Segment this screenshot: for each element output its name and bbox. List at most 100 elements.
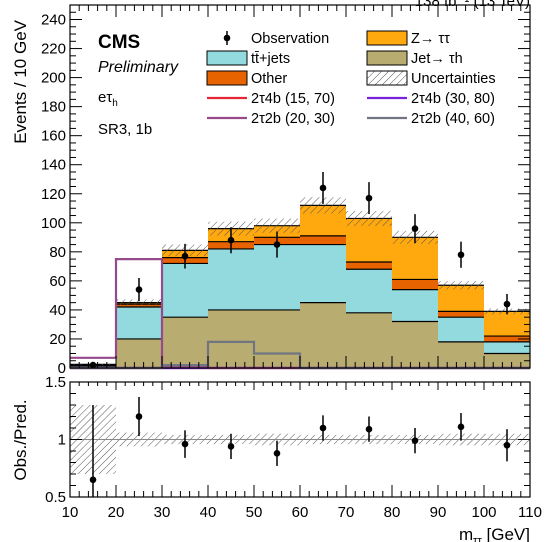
x-tick-label: 20 xyxy=(108,504,125,521)
ratio-point xyxy=(181,440,189,448)
observation-point xyxy=(503,300,511,308)
channel-sub: h xyxy=(112,98,118,109)
y-tick-label: 20 xyxy=(49,331,66,348)
legend-label: tt̄+jets xyxy=(251,51,290,67)
channel-main: eτ xyxy=(98,89,112,106)
stack-bar xyxy=(484,336,530,342)
x-tick-label: 70 xyxy=(338,504,355,521)
legend-label: Uncertainties xyxy=(411,71,496,87)
legend-label: Jet→ τh xyxy=(411,51,463,67)
uncertainty-band xyxy=(346,210,392,226)
y-tick-label: 140 xyxy=(41,157,66,174)
y-tick-label: 200 xyxy=(41,70,66,87)
stack-bar xyxy=(116,307,162,339)
x-tick-label: 40 xyxy=(200,504,217,521)
stack-bar xyxy=(254,309,300,368)
x-axis-label-main: m xyxy=(459,525,473,542)
stack-bar xyxy=(484,311,530,337)
ratio-point xyxy=(319,424,327,432)
y-tick-label: 160 xyxy=(41,128,66,145)
x-tick-label: 90 xyxy=(430,504,447,521)
observation-point xyxy=(457,251,465,259)
legend-label: 2τ2b (40, 60) xyxy=(411,111,495,127)
y-tick-label: 100 xyxy=(41,215,66,232)
x-tick-label: 100 xyxy=(471,504,496,521)
uncertainty-band xyxy=(438,281,484,290)
ratio-point xyxy=(135,413,143,420)
observation-point xyxy=(135,286,143,293)
uncertainty-band xyxy=(300,197,346,214)
y-tick-label: 220 xyxy=(41,41,66,58)
main-plot-panel: 0 20 40 60 80 100 120 140 160 180 200 220 240 xyxy=(41,4,531,377)
observation-point xyxy=(319,184,327,192)
ratio-point xyxy=(503,441,511,449)
legend-swatch xyxy=(206,70,248,86)
y-tick-label: 120 xyxy=(41,186,66,203)
y-tick-label: 0 xyxy=(58,360,66,377)
y-tick-label: 180 xyxy=(41,99,66,116)
legend: Observation Z→ ττ tt̄+jets Jet→ τh Other Unce… xyxy=(206,30,496,127)
y-tick-label: 40 xyxy=(49,302,66,319)
legend-label: 2τ4b (30, 80) xyxy=(411,91,495,107)
legend-label: Observation xyxy=(251,31,329,47)
ratio-y-tick-label: 1.5 xyxy=(45,374,66,391)
stack-bar xyxy=(392,321,438,368)
legend-swatch xyxy=(366,50,408,66)
stack-bar xyxy=(116,338,162,368)
observation-point xyxy=(181,252,189,260)
legend-label: Z→ ττ xyxy=(411,31,450,47)
stack-bar xyxy=(392,279,438,290)
observation-point xyxy=(365,194,373,202)
uncertainty-band xyxy=(116,299,162,306)
stack-bar xyxy=(438,285,484,312)
ratio-y-tick-label: 0.5 xyxy=(45,489,66,506)
ratio-point xyxy=(273,450,281,457)
ratio-point xyxy=(89,476,97,484)
x-tick-label: 10 xyxy=(62,504,79,521)
lumi-label: 138 fb⁻¹ (13 TeV) xyxy=(415,0,530,10)
x-tick-label: 60 xyxy=(292,504,309,521)
stack-bar xyxy=(392,289,438,322)
legend-label: 2τ4b (15, 70) xyxy=(251,91,335,107)
x-axis-label: mττ [GeV] xyxy=(459,525,530,542)
stack-bar xyxy=(438,311,484,318)
stack-bar xyxy=(300,302,346,368)
stack-bar xyxy=(208,248,254,310)
y-axis-label-ratio: Obs./Pred. xyxy=(11,399,30,480)
x-tick-label: 110 xyxy=(518,504,542,521)
ratio-point xyxy=(457,423,465,431)
y-tick-label: 60 xyxy=(49,273,66,290)
legend-swatch xyxy=(206,50,248,66)
x-tick-label: 80 xyxy=(384,504,401,521)
observation-point xyxy=(273,241,281,248)
stack-bar xyxy=(346,269,392,313)
channel-label: eτh xyxy=(98,89,118,109)
stack-bar xyxy=(438,317,484,342)
status-label: Preliminary xyxy=(98,59,179,76)
stack-bar xyxy=(484,341,530,354)
legend-swatch xyxy=(366,70,408,86)
stack-bar xyxy=(392,237,438,280)
stack-bar xyxy=(346,312,392,368)
stack-bar xyxy=(162,263,208,318)
observation-point xyxy=(89,361,97,369)
stack-bar xyxy=(162,317,208,368)
legend-swatch xyxy=(366,30,408,46)
ratio-point xyxy=(365,425,373,433)
x-axis-label-unit: [GeV] xyxy=(482,525,530,542)
y-tick-label: 80 xyxy=(49,244,66,261)
uncertainty-band xyxy=(254,218,300,233)
x-tick-label: 50 xyxy=(246,504,263,521)
x-axis-label-sub: ττ xyxy=(473,535,482,542)
legend-marker xyxy=(223,34,231,42)
experiment-label: CMS xyxy=(98,32,140,53)
stack-bar xyxy=(346,262,392,270)
region-label: SR3, 1b xyxy=(98,121,152,138)
y-tick-label: 240 xyxy=(41,12,66,29)
stack-bar xyxy=(300,244,346,303)
ratio-y-tick-label: 1 xyxy=(58,432,66,449)
ratio-point xyxy=(227,443,235,450)
stack-bar xyxy=(300,235,346,245)
stack-bar xyxy=(484,353,530,368)
